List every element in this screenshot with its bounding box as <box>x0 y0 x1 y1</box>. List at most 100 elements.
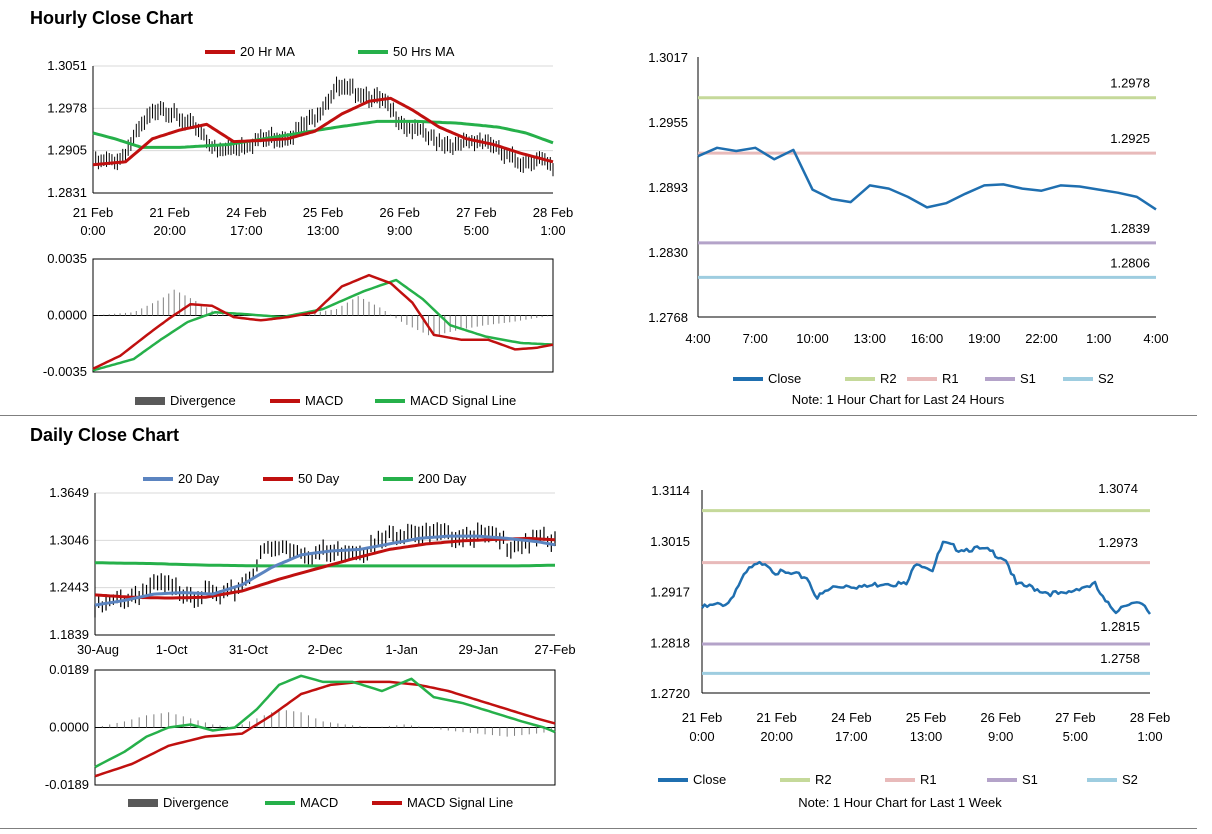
daily-close-xtick-time: 13:00 <box>910 729 943 744</box>
daily-close-legend-r1-label: R1 <box>920 772 937 787</box>
hourly-price-xtick-date: 28 Feb <box>533 205 573 220</box>
daily-close-ytick: 1.2818 <box>650 635 690 650</box>
hourly-close-legend-close-label: Close <box>768 371 801 386</box>
hourly-close-legend-r1-label: R1 <box>942 371 959 386</box>
hourly-close-ytick: 1.2893 <box>648 180 688 195</box>
hourly-price-xtick-time: 13:00 <box>307 223 340 238</box>
daily-close-xtick-date: 28 Feb <box>1130 710 1170 725</box>
daily-close-xtick-time: 5:00 <box>1063 729 1088 744</box>
hourly-close-ytick: 1.2768 <box>648 310 688 325</box>
hourly-legend-50hrs-ma-label: 50 Hrs MA <box>393 44 455 59</box>
daily-close-ytick: 1.2917 <box>650 585 690 600</box>
hourly-price-xtick-time: 9:00 <box>387 223 412 238</box>
daily-legend-macd-signal-label: MACD Signal Line <box>407 795 513 810</box>
hourly-macd-line <box>92 273 554 370</box>
daily-close-legend-s1-label: S1 <box>1022 772 1038 787</box>
section-divider <box>0 415 1197 416</box>
hourly-legend-divergence-swatch <box>135 397 165 405</box>
daily-price-ytick: 1.1839 <box>49 627 89 642</box>
daily-close-ytick: 1.2720 <box>650 686 690 701</box>
hourly-close-xtick: 10:00 <box>796 331 829 346</box>
hourly-price-ytick: 1.3051 <box>47 58 87 73</box>
daily-close-line <box>701 540 1152 615</box>
daily-20day-ma-line <box>94 534 556 607</box>
hourly-price-xtick-time: 0:00 <box>80 223 105 238</box>
hourly-price-xtick-date: 26 Feb <box>379 205 419 220</box>
hourly-close-xtick: 16:00 <box>911 331 944 346</box>
hourly-close-xtick: 7:00 <box>743 331 768 346</box>
daily-macd-ytick: 0.0189 <box>49 662 89 677</box>
daily-close-note: Note: 1 Hour Chart for Last 1 Week <box>798 795 1002 810</box>
hourly-close-xtick: 4:00 <box>1143 331 1168 346</box>
hourly-level-s2-label: 1.2806 <box>1110 255 1150 270</box>
daily-level-r1-label: 1.2973 <box>1098 535 1138 550</box>
hourly-close-legend-s1-label: S1 <box>1020 371 1036 386</box>
hourly-close-xtick: 22:00 <box>1025 331 1058 346</box>
hourly-price-xtick-time: 5:00 <box>464 223 489 238</box>
hourly-macd-signal-line <box>92 278 554 372</box>
daily-close-legend-close-label: Close <box>693 772 726 787</box>
hourly-macd-ytick: 0.0000 <box>47 308 87 323</box>
hourly-price-xtick-date: 25 Feb <box>303 205 343 220</box>
hourly-section-title: Hourly Close Chart <box>30 8 194 28</box>
daily-close-xtick-date: 26 Feb <box>980 710 1020 725</box>
hourly-price-xtick-date: 21 Feb <box>73 205 113 220</box>
daily-price-xtick: 1-Jan <box>385 642 418 657</box>
daily-close-legend-r2-label: R2 <box>815 772 832 787</box>
daily-macd-ytick: -0.0189 <box>45 777 89 792</box>
hourly-level-s1-label: 1.2839 <box>1110 221 1150 236</box>
daily-price-xtick: 2-Dec <box>308 642 343 657</box>
daily-legend-divergence-swatch <box>128 799 158 807</box>
daily-close-xtick-time: 9:00 <box>988 729 1013 744</box>
hourly-close-legend-s2-label: S2 <box>1098 371 1114 386</box>
daily-close-xtick-date: 24 Feb <box>831 710 871 725</box>
hourly-price-ytick: 1.2905 <box>47 143 87 158</box>
hourly-close-xtick: 19:00 <box>968 331 1001 346</box>
daily-macd-ytick: 0.0000 <box>49 720 89 735</box>
bottom-divider <box>0 828 1197 829</box>
hourly-price-xtick-time: 20:00 <box>153 223 186 238</box>
hourly-price-ytick: 1.2831 <box>47 185 87 200</box>
hourly-close-xtick: 13:00 <box>853 331 886 346</box>
daily-close-xtick-time: 0:00 <box>689 729 714 744</box>
daily-close-xtick-date: 21 Feb <box>682 710 722 725</box>
daily-price-xtick: 27-Feb <box>534 642 575 657</box>
daily-close-legend-s2-label: S2 <box>1122 772 1138 787</box>
hourly-close-line <box>697 146 1157 211</box>
daily-close-xtick-time: 20:00 <box>760 729 793 744</box>
daily-macd-line <box>94 674 556 769</box>
daily-close-xtick-date: 21 Feb <box>756 710 796 725</box>
daily-price-ytick: 1.3649 <box>49 485 89 500</box>
daily-price-ytick: 1.3046 <box>49 532 89 547</box>
daily-close-ytick: 1.3114 <box>651 483 690 498</box>
daily-close-xtick-time: 17:00 <box>835 729 868 744</box>
hourly-legend-divergence-label: Divergence <box>170 393 236 408</box>
hourly-50hr-ma-line <box>92 119 554 149</box>
hourly-close-xtick: 1:00 <box>1086 331 1111 346</box>
daily-close-xtick-time: 1:00 <box>1137 729 1162 744</box>
daily-price-xtick: 30-Aug <box>77 642 119 657</box>
hourly-close-ytick: 1.3017 <box>648 50 688 65</box>
hourly-price-xtick-time: 1:00 <box>540 223 565 238</box>
hourly-legend-macd-label: MACD <box>305 393 343 408</box>
hourly-close-ytick: 1.2955 <box>648 115 688 130</box>
daily-legend-divergence-label: Divergence <box>163 795 229 810</box>
hourly-close-note: Note: 1 Hour Chart for Last 24 Hours <box>792 392 1005 407</box>
hourly-level-r1-label: 1.2925 <box>1110 131 1150 146</box>
daily-price-xtick: 1-Oct <box>156 642 188 657</box>
hourly-price-xtick-date: 27 Feb <box>456 205 496 220</box>
daily-close-xtick-date: 25 Feb <box>906 710 946 725</box>
daily-legend-200day-label: 200 Day <box>418 471 467 486</box>
daily-level-s1-label: 1.2815 <box>1100 619 1140 634</box>
hourly-price-xtick-date: 21 Feb <box>149 205 189 220</box>
hourly-price-xtick-date: 24 Feb <box>226 205 266 220</box>
hourly-legend-20hr-ma-label: 20 Hr MA <box>240 44 295 59</box>
daily-section-title: Daily Close Chart <box>30 425 180 445</box>
daily-legend-macd-label: MACD <box>300 795 338 810</box>
daily-level-r2-label: 1.3074 <box>1098 481 1138 496</box>
daily-level-s2-label: 1.2758 <box>1100 651 1140 666</box>
hourly-macd-ytick: 0.0035 <box>47 251 87 266</box>
hourly-close-ytick: 1.2830 <box>648 245 688 260</box>
hourly-macd-ytick: -0.0035 <box>43 364 87 379</box>
daily-legend-20day-label: 20 Day <box>178 471 220 486</box>
